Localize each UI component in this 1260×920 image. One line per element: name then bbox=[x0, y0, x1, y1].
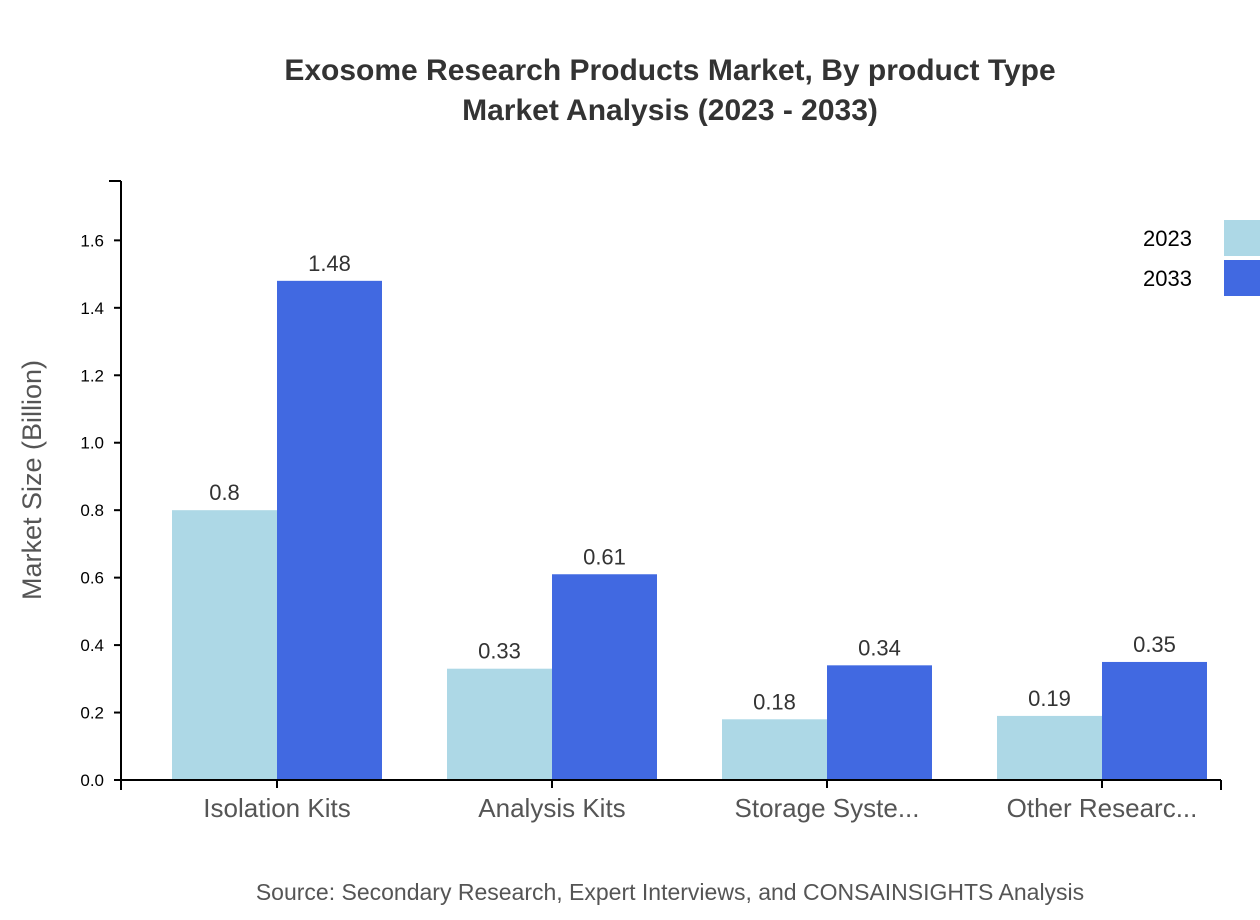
data-label: 0.19 bbox=[1028, 686, 1071, 711]
bars-group: 0.8 1.48 0.33 0.61 0.18 0.34 0.19 0.35 bbox=[172, 251, 1207, 780]
bar-2023-3 bbox=[997, 715, 1102, 780]
bar-2033-3 bbox=[1102, 661, 1207, 780]
y-axis: 0.0 0.2 0.4 0.6 0.8 1.0 1.2 1.4 1.6 bbox=[80, 180, 122, 790]
bar-2023-0 bbox=[172, 510, 277, 780]
x-tick-label: Other Researc... bbox=[1007, 793, 1198, 823]
y-tick-label: 1.4 bbox=[80, 299, 104, 318]
y-tick-label: 1.2 bbox=[80, 366, 104, 385]
data-label: 0.35 bbox=[1133, 632, 1176, 657]
y-tick-label: 0.8 bbox=[80, 501, 104, 520]
data-label: 0.8 bbox=[209, 480, 240, 505]
bar-2033-2 bbox=[827, 665, 932, 780]
x-tick-label: Isolation Kits bbox=[203, 793, 350, 823]
y-tick-label: 1.6 bbox=[80, 231, 104, 250]
legend-label: 2023 bbox=[1143, 226, 1192, 251]
y-tick-label: 0.2 bbox=[80, 704, 104, 723]
bar-2033-1 bbox=[552, 574, 657, 780]
chart-subtitle: Market Analysis (2023 - 2033) bbox=[462, 94, 878, 127]
y-tick-label: 1.0 bbox=[80, 434, 104, 453]
data-label: 0.61 bbox=[583, 544, 626, 569]
bar-2033-0 bbox=[277, 280, 382, 780]
x-axis: Isolation Kits Analysis Kits Storage Syste… bbox=[120, 779, 1222, 823]
bar-2023-2 bbox=[722, 719, 827, 780]
legend-label: 2033 bbox=[1143, 266, 1192, 291]
legend-swatch-2023 bbox=[1224, 220, 1260, 256]
y-axis-label: Market Size (Billion) bbox=[17, 360, 47, 600]
data-label: 0.33 bbox=[478, 639, 521, 664]
y-tick-label: 0.6 bbox=[80, 569, 104, 588]
legend-swatch-2033 bbox=[1224, 260, 1260, 296]
y-tick-label: 0.0 bbox=[80, 771, 104, 790]
y-tick-label: 0.4 bbox=[80, 636, 104, 655]
source-note: Source: Secondary Research, Expert Inter… bbox=[256, 879, 1084, 905]
data-label: 0.18 bbox=[753, 689, 796, 714]
x-tick-label: Analysis Kits bbox=[478, 793, 625, 823]
data-label: 1.48 bbox=[308, 251, 351, 276]
legend: 2023 2033 bbox=[1143, 220, 1260, 296]
data-label: 0.34 bbox=[858, 635, 901, 660]
x-tick-label: Storage Syste... bbox=[735, 793, 920, 823]
bar-2023-1 bbox=[447, 668, 552, 780]
chart-title: Exosome Research Products Market, By pro… bbox=[284, 54, 1055, 87]
